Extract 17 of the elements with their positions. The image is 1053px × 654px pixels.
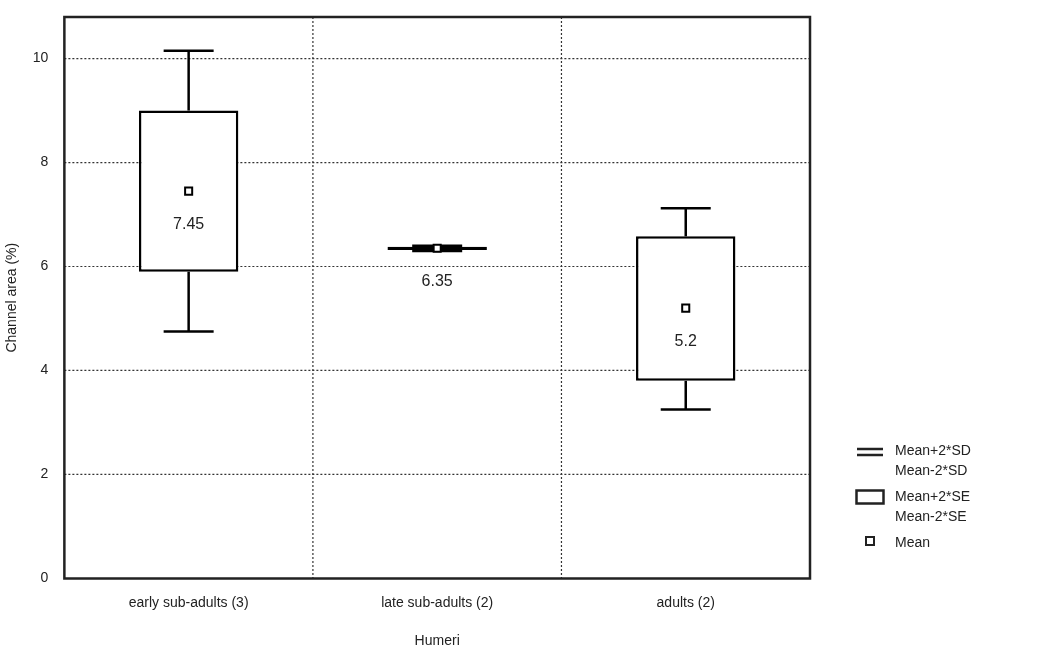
annotation: 6.35 <box>421 271 453 289</box>
y-tick-label: 10 <box>32 49 49 66</box>
y-tick-label: 4 <box>40 361 49 378</box>
text: Mean+2*SD Mean-2*SD <box>895 441 971 480</box>
annotation: 7.45 <box>173 214 205 232</box>
y-axis-title: Channel area (%) <box>3 242 20 353</box>
text: Mean+2*SE Mean-2*SE <box>895 487 971 526</box>
annotation: 5.2 <box>674 331 697 349</box>
x-axis-title: Humeri <box>414 632 460 649</box>
y-tick-label: 2 <box>40 465 49 482</box>
y-tick-label: 0 <box>40 569 49 586</box>
y-tick-label: 6 <box>40 257 49 274</box>
x-tick-label: early sub-adults (3) <box>128 593 249 610</box>
x-tick-label: late sub-adults (2) <box>381 593 494 610</box>
x-tick-label: adults (2) <box>656 593 715 610</box>
text: Mean <box>895 533 931 552</box>
y-tick-label: 8 <box>40 153 49 170</box>
